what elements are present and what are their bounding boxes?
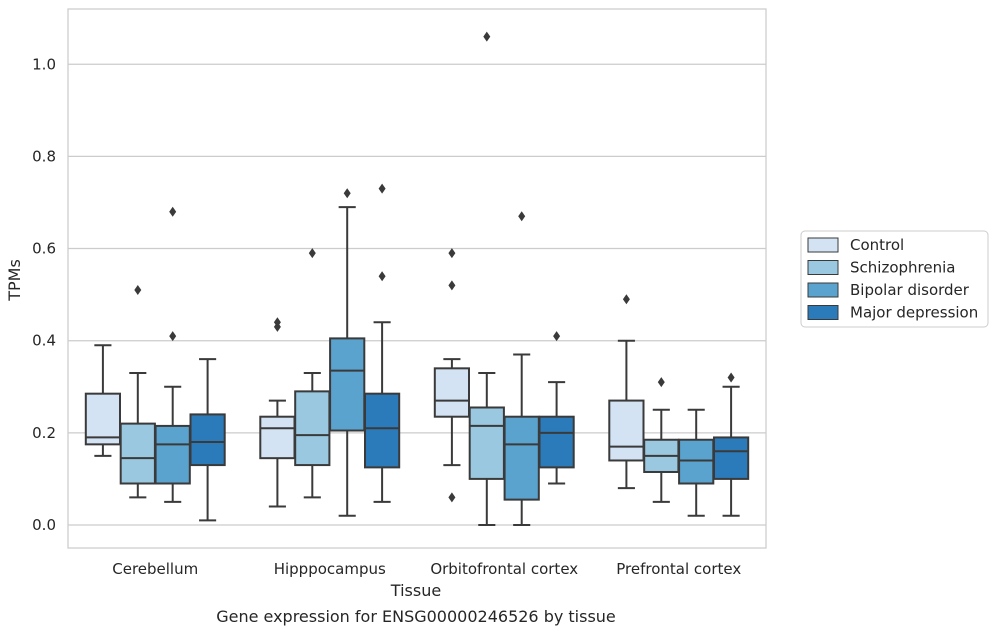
box-schizophrenia [468,31,505,526]
box-iqr [259,415,296,460]
outlier-point [727,372,735,383]
box-iqr [538,415,575,469]
box-major-depression [538,331,575,485]
outlier-point [622,294,630,305]
box-control [608,294,645,490]
box-schizophrenia [643,377,680,503]
box-iqr [712,436,750,480]
x-tick-labels: Cerebellum Hipppocampus Orbitofrontal cort… [112,560,741,578]
box-iqr [468,406,505,480]
x-tick-label: Hipppocampus [274,560,386,578]
x-tick-label: Orbitofrontal cortex [430,560,578,578]
box-iqr [294,390,331,467]
plot-area-frame [67,8,767,549]
outlier-point [273,317,281,328]
outlier-point [308,248,316,259]
y-tick-label: 0.2 [32,424,56,442]
x-tick-label: Cerebellum [112,560,198,578]
box-iqr [503,415,540,501]
box-iqr [363,392,401,469]
legend-label: Control [850,236,904,254]
box-iqr [189,413,226,467]
outlier-point [483,31,491,42]
box-control [84,344,122,457]
box-bipolar-disorder [154,206,191,503]
legend-swatch [807,237,839,253]
box-iqr [119,422,156,485]
legend-frame [800,230,989,328]
box-plot-marks [84,31,750,526]
outlier-point [378,183,386,194]
box-schizophrenia [294,248,331,499]
y-tick-label: 0.0 [32,516,56,534]
box-iqr [154,424,191,485]
outlier-point [518,211,526,222]
y-tick-label: 0.4 [32,332,56,350]
box-iqr [608,399,645,462]
box-bipolar-disorder [329,188,366,517]
chart-title: Gene expression for ENSG00000246526 by t… [216,607,616,626]
box-major-depression [189,358,226,522]
outlier-point [448,248,456,259]
legend-swatch [807,282,839,298]
axes [67,8,767,549]
box-major-depression [363,183,401,503]
box-schizophrenia [119,285,156,499]
legend-label: Schizophrenia [850,259,955,277]
y-tick-labels: 0.0 0.2 0.4 0.6 0.8 1.0 [32,55,56,534]
legend-label: Bipolar disorder [850,281,970,299]
outlier-point [343,188,351,199]
box-iqr [84,392,122,446]
box-major-depression [712,372,750,517]
outlier-point [169,331,177,342]
box-bipolar-disorder [503,211,540,526]
box-iqr [329,337,366,432]
outlier-point [169,206,177,217]
outlier-point [657,377,665,388]
outlier-point [134,285,142,296]
outlier-point [378,271,386,282]
box-bipolar-disorder [678,408,715,517]
y-axis-label: TPMs [5,259,24,302]
y-tick-label: 0.6 [32,240,56,258]
x-axis-label: Tissue [390,581,441,600]
y-tick-label: 0.8 [32,147,56,165]
legend-swatch [807,305,839,320]
outlier-point [553,331,561,342]
outlier-point [448,492,456,503]
box-control [433,248,471,503]
legend: Control Schizophrenia Bipolar disorder Majo… [800,230,989,328]
y-tick-label: 1.0 [32,55,56,73]
box-iqr [678,438,715,485]
outlier-point [448,280,456,291]
box-iqr [433,367,471,418]
x-tick-label: Prefrontal cortex [616,560,741,578]
legend-swatch [807,260,839,275]
legend-label: Major depression [850,304,978,322]
box-control [259,317,296,508]
